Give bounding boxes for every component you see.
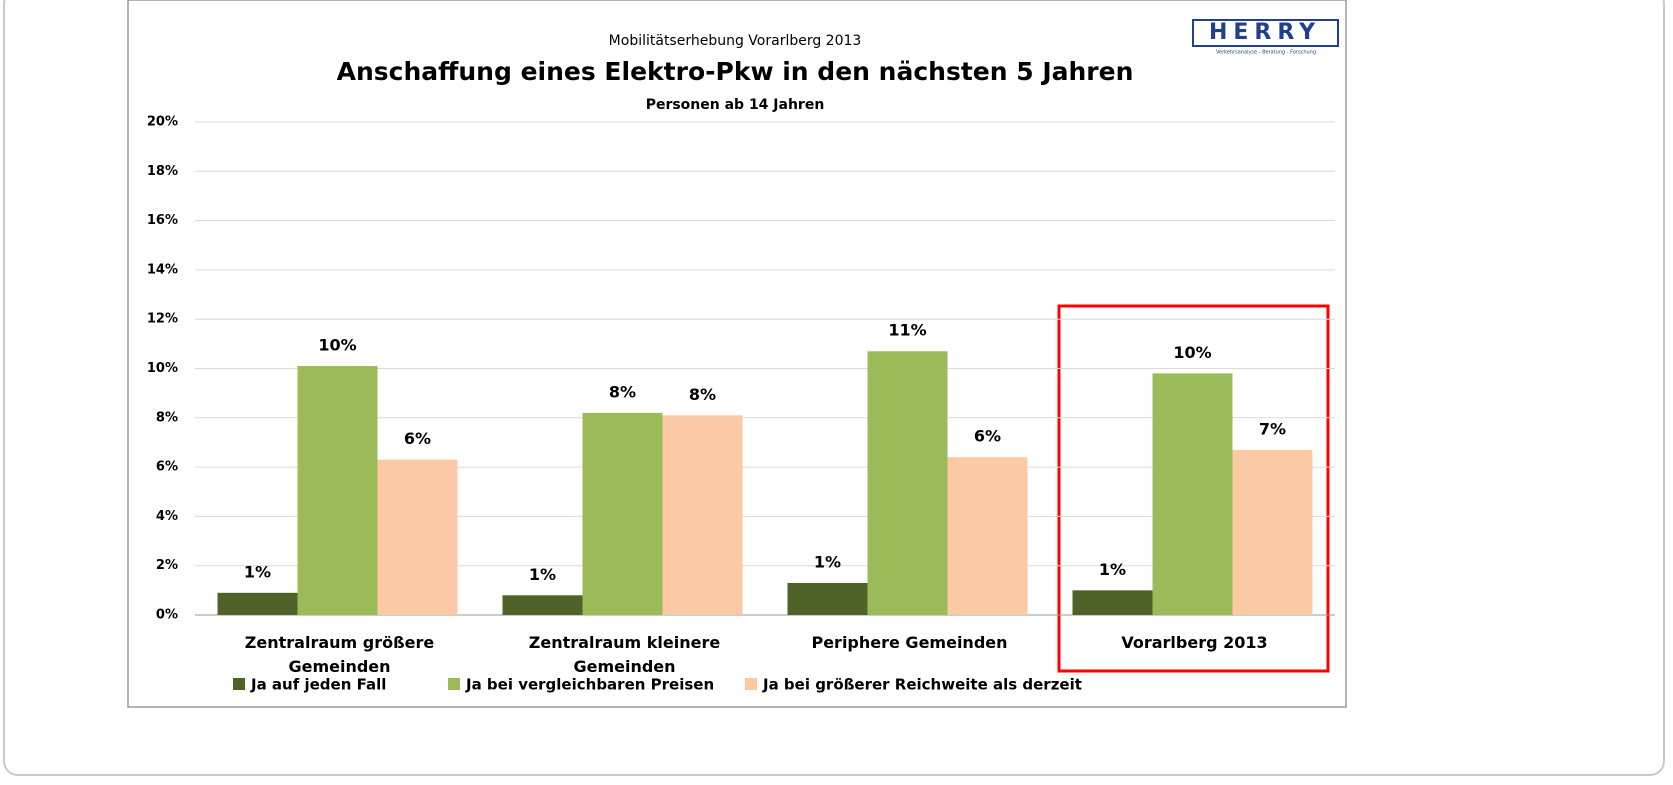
y-tick-label: 2% [156,558,178,573]
value-label: 10% [318,336,356,355]
bar [867,351,948,615]
x-tick-label: Periphere Gemeinden [811,633,1008,652]
y-tick-label: 16% [147,213,178,228]
bar [787,582,868,615]
y-tick-label: 10% [147,361,178,376]
highlight-box [1057,304,1330,673]
value-label: 1% [1099,560,1126,579]
value-label: 1% [244,562,271,581]
legend-label: Ja bei vergleichbaren Preisen [465,676,714,694]
chart-subtitle: Mobilitätserhebung Vorarlberg 2013 [609,33,862,49]
bar [947,457,1028,615]
logo-name: HERRY [1209,20,1321,45]
value-label: 11% [888,321,926,340]
legend-swatch [448,678,460,690]
y-tick-label: 14% [147,262,178,277]
y-tick-label: 12% [147,312,178,327]
bar [662,415,743,615]
y-tick-label: 20% [147,115,178,130]
value-label: 8% [609,382,636,401]
bar [377,459,458,615]
legend-label: Ja bei größerer Reichweite als derzeit [762,676,1082,694]
bar [582,412,663,615]
x-tick-label: Zentralraum kleinere Gemeinden [528,633,721,676]
legend-label: Ja auf jeden Fall [250,676,386,694]
y-tick-label: 8% [156,410,178,425]
bar [1072,590,1153,615]
value-label: 6% [404,429,431,448]
chart-title: Anschaffung eines Elektro-Pkw in den näc… [337,57,1134,86]
y-tick-label: 6% [156,460,178,475]
value-label: 6% [974,427,1001,446]
x-tick-label: Zentralraum größere Gemeinden [244,633,435,676]
legend-swatch [745,678,757,690]
logo-tagline: Verkehrsanalyse - Beratung - Forschung [1216,50,1316,56]
bar [502,595,583,615]
x-tick-label: Vorarlberg 2013 [1121,633,1268,652]
logo-box [1192,19,1339,47]
chart-note: Personen ab 14 Jahren [646,97,825,113]
outer-panel [3,0,1665,776]
value-label: 7% [1259,419,1286,438]
value-label: 10% [1173,343,1211,362]
bar [1152,373,1233,615]
value-label: 8% [689,385,716,404]
bar [217,592,298,615]
y-tick-label: 4% [156,509,178,524]
value-label: 1% [529,565,556,584]
bar [297,366,378,615]
y-tick-label: 18% [147,164,178,179]
bar [1232,449,1313,615]
value-label: 1% [814,552,841,571]
y-tick-label: 0% [156,608,178,623]
legend-swatch [233,678,245,690]
